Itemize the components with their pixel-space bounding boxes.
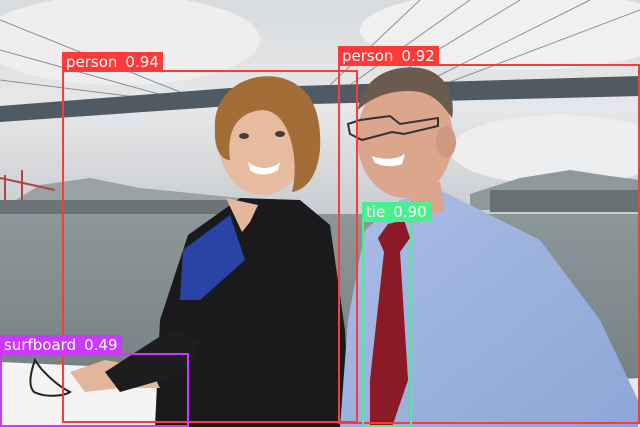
container-terminal	[490, 190, 640, 212]
cloud	[450, 115, 640, 185]
detection-label: surfboard 0.49	[0, 335, 122, 355]
detection-box-surfboard: surfboard 0.49	[0, 335, 189, 427]
detection-box-person-2: person 0.92	[338, 46, 640, 424]
detection-score: 0.92	[401, 47, 435, 65]
detection-label: person 0.92	[338, 46, 439, 66]
detection-class: person	[342, 47, 394, 65]
woman	[70, 76, 350, 427]
man	[340, 67, 638, 427]
detection-class: tie	[366, 203, 386, 221]
detection-score: 0.94	[125, 53, 159, 71]
detection-score: 0.90	[393, 203, 427, 221]
detection-box-person-1: person 0.94	[62, 52, 358, 423]
detection-box-tie: tie 0.90	[362, 202, 431, 427]
detection-label: person 0.94	[62, 52, 163, 72]
eyeglasses	[29, 357, 72, 397]
detection-label: tie 0.90	[362, 202, 431, 222]
detection-class: surfboard	[4, 336, 77, 354]
detection-class: person	[66, 53, 118, 71]
bridge-deck	[0, 76, 640, 122]
detection-score: 0.49	[84, 336, 118, 354]
